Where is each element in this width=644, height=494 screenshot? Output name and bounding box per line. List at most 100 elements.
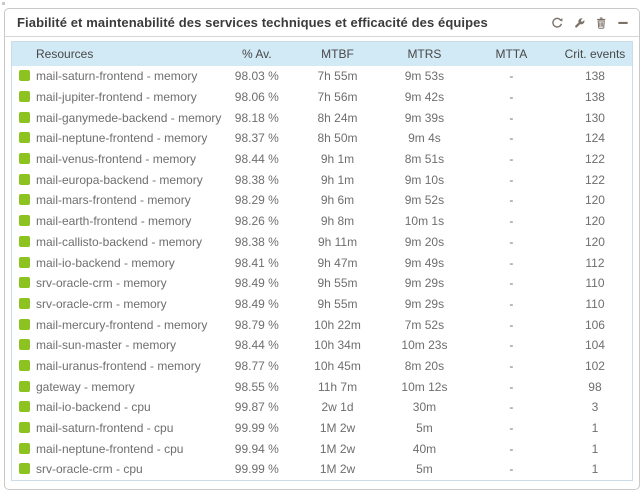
column-header-mtrs[interactable]: MTRS <box>384 41 465 66</box>
mtta-value: - <box>509 400 514 415</box>
mtbf-value: 8h 24m <box>317 110 358 125</box>
resource-name: mail-europa-backend - memory <box>36 172 203 187</box>
trash-icon[interactable] <box>594 16 607 29</box>
status-ok-icon <box>19 256 30 268</box>
table-row[interactable]: mail-uranus-frontend - memory 98.77 % 10… <box>12 356 633 377</box>
column-header-mtta[interactable]: MTTA <box>464 41 558 66</box>
availability-value: 98.41 % <box>234 255 279 270</box>
mtbf-value: 2w 1d <box>321 400 354 415</box>
table-row[interactable]: mail-neptune-frontend - memory 98.37 % 8… <box>12 128 633 149</box>
resource-name: mail-sun-master - memory <box>36 338 177 353</box>
table-row[interactable]: mail-neptune-frontend - cpu 99.94 % 1M 2… <box>12 438 633 459</box>
column-header-availability[interactable]: % Av. <box>222 41 291 66</box>
availability-value: 98.49 % <box>234 296 279 311</box>
status-ok-icon <box>19 70 30 82</box>
availability-value: 99.99 % <box>234 421 279 436</box>
table-row[interactable]: mail-io-backend - memory 98.41 % 9h 47m … <box>12 252 633 273</box>
availability-value: 98.44 % <box>234 338 279 353</box>
mtbf-value: 9h 11m <box>317 234 358 249</box>
table-row[interactable]: mail-io-backend - cpu 99.87 % 2w 1d 30m … <box>12 397 633 418</box>
table-row[interactable]: mail-ganymede-backend - memory 98.18 % 8… <box>12 107 633 128</box>
mtbf-value: 10h 34m <box>314 338 361 353</box>
resource-name: mail-ganymede-backend - memory <box>36 110 222 125</box>
status-ok-icon <box>19 173 30 185</box>
mtrs-value: 9m 39s <box>404 110 445 125</box>
status-ok-icon <box>19 153 30 165</box>
mtbf-value: 9h 1m <box>320 172 355 187</box>
crit-events-value: 120 <box>584 214 605 229</box>
minimize-icon[interactable] <box>616 16 629 29</box>
availability-value: 98.18 % <box>234 110 279 125</box>
crit-events-value: 124 <box>584 131 605 146</box>
table-row[interactable]: mail-jupiter-frontend - memory 98.06 % 7… <box>12 87 633 108</box>
availability-value: 98.06 % <box>234 90 279 105</box>
crit-events-value: 104 <box>584 338 605 353</box>
resource-name: mail-io-backend - cpu <box>36 400 151 415</box>
table-row[interactable]: srv-oracle-crm - memory 98.49 % 9h 55m 9… <box>12 273 633 294</box>
table-row[interactable]: mail-saturn-frontend - memory 98.03 % 7h… <box>12 66 633 87</box>
mtta-value: - <box>509 441 514 456</box>
mtta-value: - <box>509 462 514 477</box>
resource-name: mail-saturn-frontend - cpu <box>36 421 174 436</box>
mtta-value: - <box>509 193 514 208</box>
wrench-icon[interactable] <box>572 16 585 29</box>
mtrs-value: 9m 29s <box>404 276 445 291</box>
status-ok-icon <box>19 277 30 289</box>
widget-toolbar <box>550 16 629 29</box>
mtrs-value: 9m 49s <box>404 255 445 270</box>
mtta-value: - <box>509 110 514 125</box>
mtrs-value: 9m 53s <box>404 69 445 84</box>
resource-name: mail-venus-frontend - memory <box>36 152 197 167</box>
corner-dot <box>2 2 5 5</box>
status-ok-icon <box>19 91 30 103</box>
availability-value: 98.03 % <box>234 69 279 84</box>
resource-name: mail-mars-frontend - memory <box>36 193 191 208</box>
refresh-icon[interactable] <box>550 16 563 29</box>
reliability-table: Resources % Av. MTBF MTRS MTTA Crit. eve… <box>11 41 633 481</box>
mtbf-value: 1M 2w <box>319 441 356 456</box>
table-row[interactable]: mail-sun-master - memory 98.44 % 10h 34m… <box>12 335 633 356</box>
column-header-resources[interactable]: Resources <box>11 41 223 66</box>
status-ok-icon <box>19 297 30 309</box>
status-ok-icon <box>19 401 30 413</box>
table-row[interactable]: srv-oracle-crm - memory 98.49 % 9h 55m 9… <box>12 294 633 315</box>
availability-value: 98.37 % <box>234 131 279 146</box>
status-ok-icon <box>19 132 30 144</box>
table-row[interactable]: mail-callisto-backend - memory 98.38 % 9… <box>12 232 633 253</box>
mtbf-value: 10h 22m <box>314 317 361 332</box>
table-row[interactable]: mail-mercury-frontend - memory 98.79 % 1… <box>12 314 633 335</box>
mtrs-value: 7m 52s <box>404 317 445 332</box>
mtta-value: - <box>509 255 514 270</box>
crit-events-value: 3 <box>591 400 599 415</box>
table-row[interactable]: gateway - memory 98.55 % 11h 7m 10m 12s … <box>12 376 633 397</box>
mtrs-value: 30m <box>412 400 437 415</box>
mtta-value: - <box>509 69 514 84</box>
crit-events-value: 112 <box>585 255 605 270</box>
mtrs-value: 10m 23s <box>401 338 448 353</box>
table-row[interactable]: mail-europa-backend - memory 98.38 % 9h … <box>12 169 633 190</box>
mtta-value: - <box>509 276 514 291</box>
crit-events-value: 122 <box>584 172 605 187</box>
resource-name: gateway - memory <box>36 379 135 394</box>
mtbf-value: 9h 47m <box>317 255 358 270</box>
table-row[interactable]: mail-earth-frontend - memory 98.26 % 9h … <box>12 211 633 232</box>
crit-events-value: 110 <box>585 296 605 311</box>
resource-name: srv-oracle-crm - memory <box>36 296 167 311</box>
table-row[interactable]: mail-venus-frontend - memory 98.44 % 9h … <box>12 149 633 170</box>
column-header-crit-events[interactable]: Crit. events <box>557 41 633 66</box>
widget-panel: Fiabilité et maintenabilité des services… <box>4 8 640 490</box>
mtta-value: - <box>509 152 514 167</box>
table-row[interactable]: srv-oracle-crm - cpu 99.99 % 1M 2w 5m - … <box>12 459 633 480</box>
status-ok-icon <box>19 215 30 227</box>
mtta-value: - <box>509 338 514 353</box>
resource-name: srv-oracle-crm - cpu <box>36 462 143 477</box>
availability-value: 99.99 % <box>234 462 279 477</box>
column-header-mtbf[interactable]: MTBF <box>290 41 385 66</box>
table-row[interactable]: mail-saturn-frontend - cpu 99.99 % 1M 2w… <box>12 418 633 439</box>
mtta-value: - <box>509 421 514 436</box>
table-row[interactable]: mail-mars-frontend - memory 98.29 % 9h 6… <box>12 190 633 211</box>
crit-events-value: 1 <box>591 462 599 477</box>
mtrs-value: 9m 4s <box>408 131 441 146</box>
crit-events-value: 98 <box>588 379 602 394</box>
status-ok-icon <box>19 463 30 475</box>
